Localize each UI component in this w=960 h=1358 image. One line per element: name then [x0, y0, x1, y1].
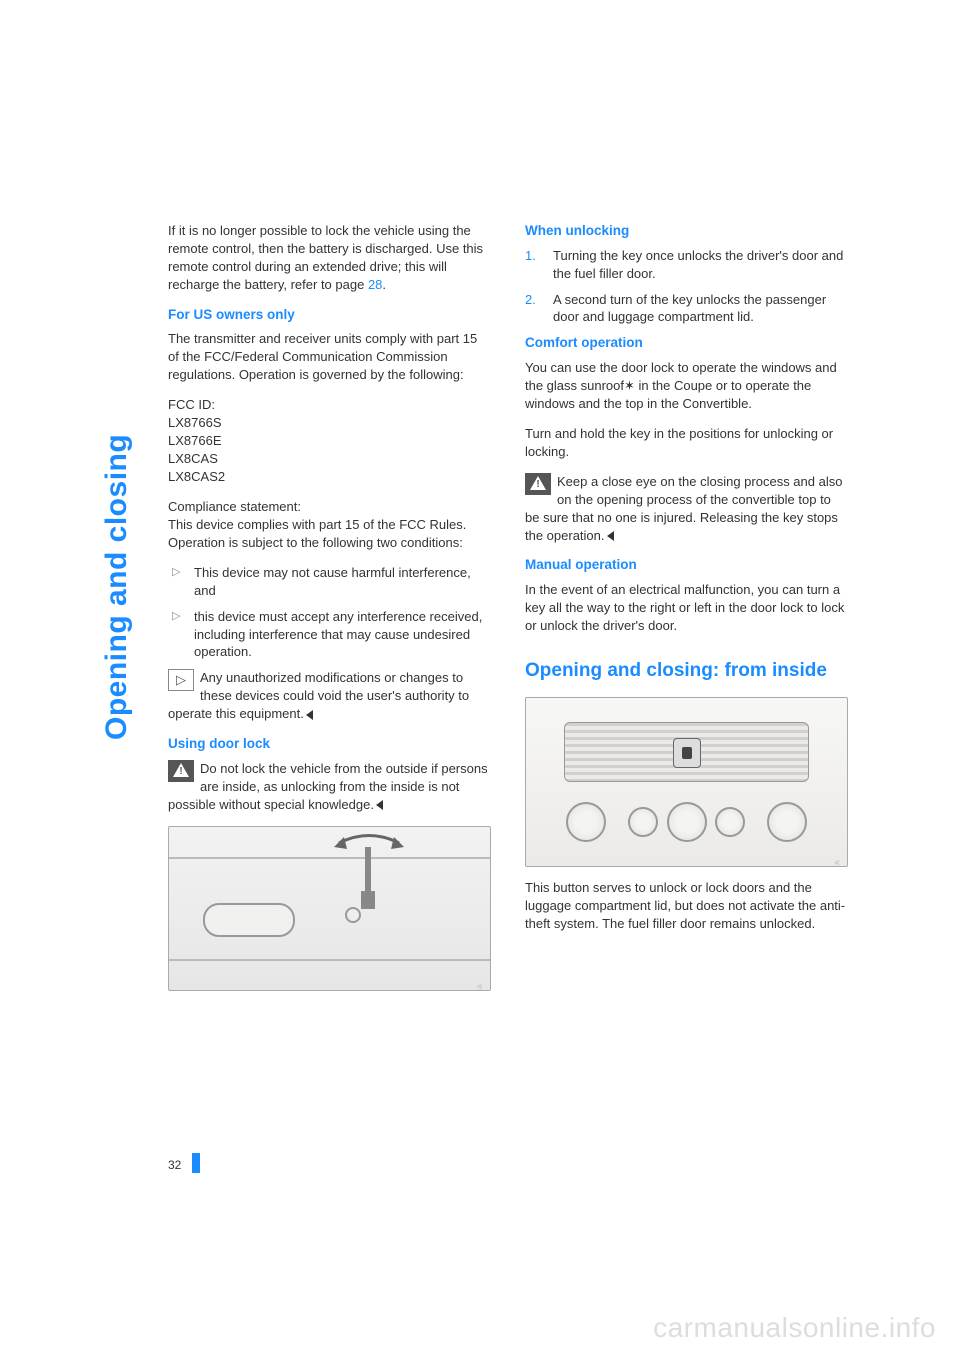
inside-controls-illustration: MY0134ACMA: [525, 697, 848, 867]
comfort-paragraph-2: Turn and hold the key in the positions f…: [525, 425, 848, 461]
end-marker-icon: [376, 800, 383, 810]
content-columns: If it is no longer possible to lock the …: [168, 222, 848, 991]
bullet-arrow-icon: ▷: [172, 608, 184, 662]
heading-comfort: Comfort operation: [525, 334, 848, 353]
warning-text: Do not lock the vehicle from the outside…: [168, 761, 488, 812]
bullet-arrow-icon: ▷: [172, 564, 184, 600]
end-marker-icon: [607, 531, 614, 541]
list-number: 2.: [525, 291, 543, 327]
us-paragraph: The transmitter and receiver units compl…: [168, 330, 491, 384]
list-item: 2. A second turn of the key unlocks the …: [525, 291, 848, 327]
heading-door-lock: Using door lock: [168, 735, 491, 754]
list-item: 1. Turning the key once unlocks the driv…: [525, 247, 848, 283]
page-ref-link[interactable]: 28: [368, 277, 382, 292]
warning-text: Keep a close eye on the closing process …: [525, 474, 842, 543]
bullet-text: this device must accept any interference…: [194, 608, 491, 662]
intro-paragraph: If it is no longer possible to lock the …: [168, 222, 491, 294]
list-text: Turning the key once unlocks the driver'…: [553, 247, 848, 283]
compliance-text: This device complies with part 15 of the…: [168, 517, 466, 550]
fcc-id-3: LX8CAS2: [168, 469, 225, 484]
compliance-label: Compliance statement:: [168, 499, 301, 514]
fcc-id-2: LX8CAS: [168, 451, 218, 466]
right-column: When unlocking 1. Turning the key once u…: [525, 222, 848, 991]
footnote-star: ✶: [624, 378, 635, 393]
list-item: ▷ this device must accept any interferen…: [172, 608, 491, 662]
list-number: 1.: [525, 247, 543, 283]
heading-manual: Manual operation: [525, 556, 848, 575]
site-watermark: carmanualsonline.info: [653, 1312, 936, 1344]
comfort-paragraph-1: You can use the door lock to operate the…: [525, 359, 848, 413]
note-icon: ▷: [168, 669, 194, 691]
manual-paragraph: In the event of an electrical malfunctio…: [525, 581, 848, 635]
warning-box: Keep a close eye on the closing process …: [525, 473, 848, 545]
inside-paragraph: This button serves to unlock or lock doo…: [525, 879, 848, 933]
intro-after: .: [382, 277, 386, 292]
chapter-side-title: Opening and closing: [100, 434, 134, 740]
heading-inside: Opening and closing: from inside: [525, 659, 848, 683]
warning-box: Do not lock the vehicle from the outside…: [168, 760, 491, 814]
note-text: Any unauthorized modifications or change…: [168, 670, 469, 721]
fcc-id-0: LX8766S: [168, 415, 222, 430]
page-number: 32: [168, 1158, 181, 1172]
image-code: MY0183TEMA: [476, 984, 486, 991]
heading-us-owners: For US owners only: [168, 306, 491, 325]
compliance-block: Compliance statement: This device compli…: [168, 498, 491, 552]
list-text: A second turn of the key unlocks the pas…: [553, 291, 848, 327]
fcc-label: FCC ID:: [168, 397, 215, 412]
warning-icon: [525, 473, 551, 495]
image-code: MY0134ACMA: [833, 860, 843, 867]
end-marker-icon: [306, 710, 313, 720]
list-item: ▷ This device may not cause harmful inte…: [172, 564, 491, 600]
warning-icon: [168, 760, 194, 782]
heading-when-unlocking: When unlocking: [525, 222, 848, 241]
left-column: If it is no longer possible to lock the …: [168, 222, 491, 991]
door-lock-illustration: MY0183TEMA: [168, 826, 491, 991]
note-box: ▷ Any unauthorized modifications or chan…: [168, 669, 491, 723]
intro-text: If it is no longer possible to lock the …: [168, 223, 483, 292]
fcc-block: FCC ID: LX8766S LX8766E LX8CAS LX8CAS2: [168, 396, 491, 486]
fcc-id-1: LX8766E: [168, 433, 222, 448]
page-number-bar: [192, 1153, 200, 1173]
bullet-text: This device may not cause harmful interf…: [194, 564, 491, 600]
manual-page: Opening and closing If it is no longer p…: [0, 0, 960, 1358]
